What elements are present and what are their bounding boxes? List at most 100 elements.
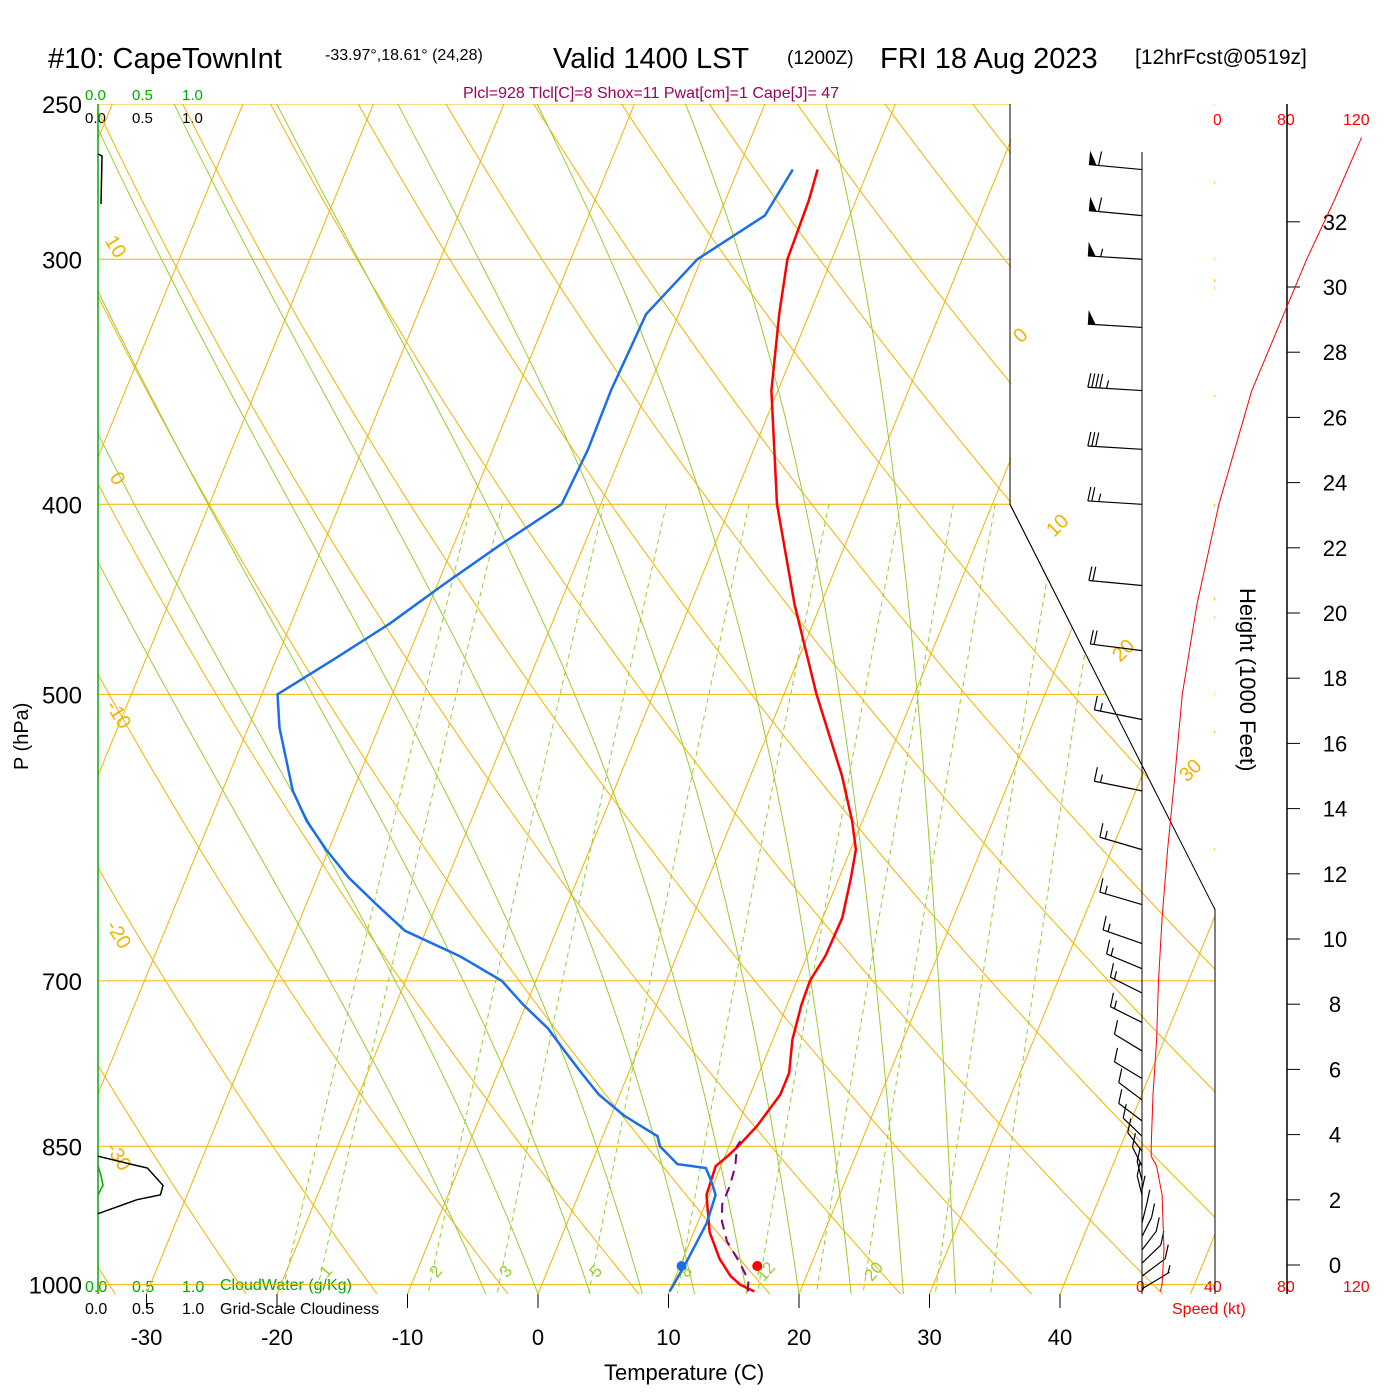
wind-barb [1118, 1089, 1143, 1122]
wind-barb-staff [1141, 1271, 1170, 1290]
height-axis-title: Height (1000 Feet) [1235, 588, 1260, 771]
wind-barb-staff [1087, 500, 1143, 505]
speed-tick-bottom-0: 0 [1136, 1279, 1145, 1296]
wind-barb-staff [1094, 709, 1143, 721]
surface-temperature-marker [752, 1261, 763, 1271]
x-tick-label: -20 [261, 1325, 293, 1350]
x-tick-label: -30 [131, 1325, 163, 1350]
wind-barb [1106, 939, 1143, 970]
wind-barb-staff [1136, 1161, 1143, 1181]
wind-barb-staff [1088, 163, 1143, 171]
wind-barb-staff [1087, 255, 1143, 260]
wind-barb-flag [1087, 431, 1092, 447]
height-tick-label: 24 [1323, 471, 1347, 496]
wind-barb-staff [1114, 1061, 1143, 1080]
wind-barb [1141, 1265, 1171, 1290]
moist-adiabat-line [276, 104, 748, 1294]
wind-barb-flag [1091, 487, 1096, 502]
wind-barb-half-flag [1105, 380, 1110, 389]
wind-barb-staff [1122, 1117, 1143, 1137]
moist-adiabat-line [825, 104, 957, 1294]
x-tick-label: -10 [392, 1325, 424, 1350]
wind-barb [1102, 915, 1143, 945]
dry-adiabat-label: 0 [105, 468, 130, 489]
cloudwater-bottom-tick-2: 1.0 [182, 1279, 204, 1296]
wind-barb-half-flag [1099, 774, 1104, 783]
mixing-ratio-line [862, 504, 996, 1294]
dry-adiabat-line [620, 104, 1215, 851]
title-forecast: [12hrFcst@0519z] [1135, 46, 1307, 69]
wind-barb-flag [1089, 629, 1094, 645]
cloudiness-scale-top: 0.0 0.5 1.0 [85, 110, 203, 127]
height-tick-label: 26 [1323, 405, 1347, 430]
dry-adiabat-line [269, 104, 1164, 1294]
wind-barb [1109, 992, 1143, 1023]
mixing-ratio-line [588, 504, 750, 1294]
x-tick-label: 20 [787, 1325, 811, 1350]
pressure-tick-label: 1000 [29, 1273, 82, 1300]
cloudwater-bottom-tick-1: 0.5 [132, 1279, 154, 1296]
wind-barb [1113, 1020, 1143, 1052]
moist-adiabat-line [98, 127, 643, 1294]
title-valid: Valid 1400 LST [553, 43, 749, 75]
wind-barb [1087, 373, 1143, 392]
wind-barb-staff [1094, 780, 1143, 792]
wind-barb-half-flag [1113, 1000, 1118, 1009]
isotherm-line [276, 104, 766, 1294]
dry-adiabat-label: -10 [101, 697, 135, 733]
wind-barb-half-flag [1104, 830, 1108, 839]
pressure-tick-label: 400 [42, 492, 82, 519]
wind-barb-flag [1146, 1189, 1151, 1204]
wind-barb-flag [1164, 1244, 1169, 1259]
moist-adiabat-line [98, 560, 487, 1294]
wind-barb-half-flag [1104, 885, 1108, 894]
cloudwater-tick-0: 0.0 [85, 87, 106, 104]
height-tick-label: 18 [1323, 666, 1347, 691]
wind-barb-staff [1087, 323, 1143, 329]
wind-barb [1109, 963, 1143, 994]
wind-barb-flag [1088, 566, 1093, 581]
wind-barb [1118, 1068, 1143, 1101]
dry-adiabat-line [98, 1266, 116, 1294]
wind-barb-half-flag [1098, 493, 1102, 502]
title-date: FRI 18 Aug 2023 [880, 43, 1098, 75]
wind-barb [1093, 695, 1143, 721]
wind-barb-flag [1106, 939, 1111, 955]
wind-barb [1141, 1175, 1146, 1210]
x-tick-label: 0 [532, 1325, 544, 1350]
pressure-tick-label: 300 [42, 247, 82, 274]
cloudiness-bottom-tick-0: 0.0 [85, 1301, 107, 1318]
wind-barb-half-flag [1107, 923, 1111, 932]
title-station: #10: CapeTownInt [48, 43, 282, 75]
wind-barb-staff [1118, 1102, 1143, 1122]
wind-barb [1088, 150, 1143, 171]
height-tick-label: 6 [1329, 1057, 1341, 1082]
title-coords: -33.97°,18.61° (24,28) [325, 47, 483, 64]
speed-tick-top-120: 120 [1343, 112, 1370, 129]
wind-barb-staff [1087, 445, 1143, 450]
parcel-path [720, 1140, 750, 1292]
wind-barb-pennant [1087, 241, 1096, 257]
height-tick-label: 10 [1323, 927, 1347, 952]
speed-tick-bottom-120: 120 [1343, 1279, 1370, 1296]
cloudwater-label: CloudWater (g/Kg) [220, 1277, 352, 1294]
speed-scale-bottom: 0 40 80 120 Speed (kt) [1136, 1279, 1370, 1318]
mixing-ratio-line [815, 504, 954, 1294]
isotherm-line [98, 104, 505, 1096]
cloudiness-tick-2: 1.0 [182, 110, 203, 127]
cloudwater-tick-2: 1.0 [182, 87, 203, 104]
mixing-ratio-label: 2 [425, 1262, 446, 1281]
mixing-ratio-line [934, 504, 1061, 1294]
wind-barb [1136, 1147, 1143, 1181]
wind-barb-flag [1093, 695, 1098, 711]
cloudiness-profile [97, 1155, 164, 1215]
mixing-ratio-label: 3 [495, 1262, 516, 1281]
dry-adiabat-line [357, 104, 1215, 1219]
isotherm-line [929, 596, 1215, 1294]
wind-barb-half-flag [1167, 1265, 1171, 1274]
wind-barb [1141, 1217, 1160, 1251]
height-tick-label: 2 [1329, 1188, 1341, 1213]
wind-barb-pennant [1088, 150, 1097, 166]
wind-barb-flag [1099, 878, 1104, 893]
dry-adiabat-line [708, 104, 1215, 734]
